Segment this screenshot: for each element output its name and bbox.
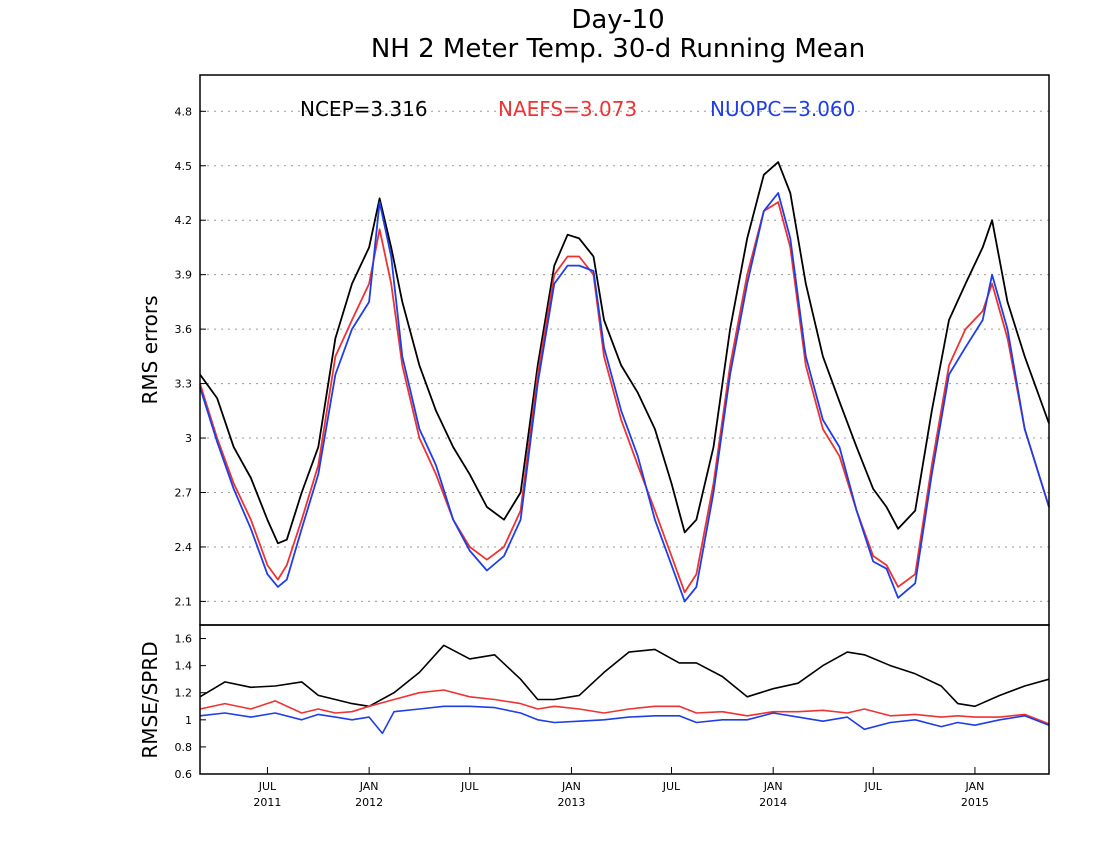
y-tick-label: 2.1	[175, 595, 193, 608]
y-tick-label: 1	[185, 714, 192, 727]
y-tick-label: 4.8	[175, 105, 193, 118]
y-tick-label: 3.9	[175, 269, 193, 282]
legend-entry: NUOPC=3.060	[710, 97, 855, 121]
x-tick-month-label: JUL	[258, 780, 277, 793]
top-panel-y-axis-label: RMS errors	[138, 295, 162, 404]
y-tick-label: 2.7	[175, 486, 193, 499]
x-tick-year-label: 2011	[253, 796, 281, 809]
bottom-panel-frame	[199, 624, 1050, 775]
legend-entry: NCEP=3.316	[300, 97, 428, 121]
x-tick-month-label: JUL	[864, 780, 883, 793]
x-tick-year-label: 2013	[557, 796, 585, 809]
top-panel-series	[199, 161, 1050, 603]
bottom-panel-y-ticks: 0.6 0.8 1 1.2 1.4 1.6	[175, 633, 206, 781]
y-tick-label: 1.6	[175, 633, 193, 646]
legend-entry: NAEFS=3.073	[498, 97, 637, 121]
top-panel-y-ticks: 2.1 2.4 2.7 3 3.3 3.6 3.9 4.2 4.5 4.8	[175, 105, 206, 608]
series-line	[199, 192, 1050, 603]
chart-title: Day-10	[571, 5, 664, 35]
x-axis-ticks: JUL 2011 JAN 2012 JUL JAN 2013 JUL JAN 2014 JUL JAN…	[253, 767, 989, 809]
series-line	[199, 201, 1050, 594]
legend: NCEP=3.316 NAEFS=3.073 NUOPC=3.060	[300, 97, 855, 121]
chart-subtitle: NH 2 Meter Temp. 30-d Running Mean	[371, 34, 865, 64]
top-panel-grid	[200, 110, 1049, 602]
y-tick-label: 0.6	[175, 768, 193, 781]
x-tick-month-label: JAN	[561, 780, 581, 793]
y-tick-label: 3.6	[175, 323, 193, 336]
bottom-panel-y-axis-label: RMSE/SPRD	[138, 641, 162, 758]
y-tick-label: 1.2	[175, 687, 193, 700]
x-tick-year-label: 2014	[759, 796, 787, 809]
bottom-panel-series	[199, 644, 1050, 735]
x-tick-year-label: 2012	[355, 796, 383, 809]
series-line	[199, 644, 1050, 708]
y-tick-label: 2.4	[175, 541, 193, 554]
y-tick-label: 3	[185, 432, 192, 445]
series-line	[199, 705, 1050, 735]
y-tick-label: 4.5	[175, 160, 193, 173]
x-tick-month-label: JAN	[359, 780, 379, 793]
x-tick-year-label: 2015	[961, 796, 989, 809]
y-tick-label: 3.3	[175, 378, 193, 391]
x-tick-month-label: JAN	[763, 780, 783, 793]
x-tick-month-label: JUL	[460, 780, 479, 793]
x-tick-month-label: JAN	[965, 780, 985, 793]
y-tick-label: 1.4	[175, 660, 193, 673]
series-line	[199, 689, 1050, 725]
x-tick-month-label: JUL	[662, 780, 681, 793]
y-tick-label: 0.8	[175, 741, 193, 754]
series-line	[199, 161, 1050, 545]
y-tick-label: 4.2	[175, 214, 193, 227]
